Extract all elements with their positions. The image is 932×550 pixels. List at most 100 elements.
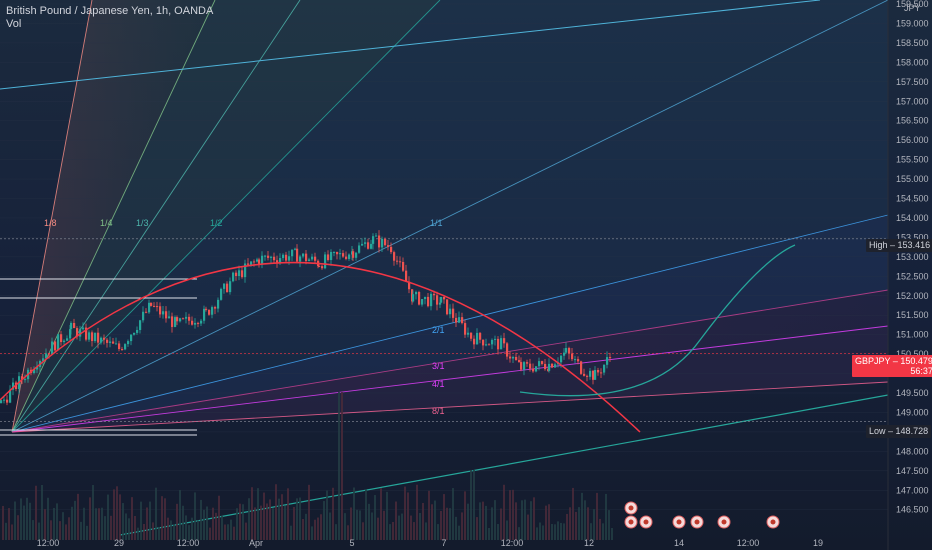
volume-bar bbox=[41, 484, 43, 540]
symbol-name: GBPJPY bbox=[855, 356, 891, 366]
candle-body bbox=[91, 332, 94, 342]
volume-bar bbox=[164, 498, 166, 540]
volume-bar bbox=[248, 498, 250, 540]
event-icon[interactable] bbox=[639, 515, 653, 529]
volume-bar bbox=[131, 497, 133, 540]
volume-bar bbox=[11, 524, 13, 540]
volume-bar bbox=[317, 517, 319, 540]
volume-bar bbox=[356, 509, 358, 540]
price-axis-tick: 154.500 bbox=[896, 194, 929, 204]
candle-body bbox=[370, 243, 373, 249]
candle-body bbox=[560, 355, 563, 363]
fan-ratio-label: 1/4 bbox=[100, 218, 113, 228]
event-icon-dot bbox=[721, 519, 727, 525]
candle-body bbox=[333, 251, 336, 253]
volume-bar bbox=[68, 517, 70, 540]
candle-body bbox=[203, 308, 206, 321]
candle-body bbox=[124, 344, 127, 350]
event-icon[interactable] bbox=[766, 515, 780, 529]
volume-bar bbox=[416, 484, 418, 540]
candle-body bbox=[9, 389, 12, 403]
volume-bar bbox=[152, 522, 154, 540]
event-icon[interactable] bbox=[624, 515, 638, 529]
volume-bar bbox=[98, 508, 100, 540]
candle-body bbox=[568, 348, 571, 354]
volume-bar bbox=[296, 498, 298, 540]
trend-line-upper bbox=[0, 0, 821, 90]
volume-bar bbox=[446, 507, 448, 540]
volume-bar bbox=[521, 500, 523, 540]
event-icon[interactable] bbox=[672, 515, 686, 529]
candle-body bbox=[355, 252, 358, 258]
bar-countdown: 56:37 bbox=[910, 366, 932, 376]
volume-bar bbox=[200, 499, 202, 540]
volume-bar bbox=[362, 522, 364, 540]
volume-bar bbox=[518, 527, 520, 540]
volume-bar bbox=[263, 492, 265, 540]
candle-body bbox=[467, 332, 470, 335]
time-axis-tick: 7 bbox=[441, 538, 446, 548]
gann-fan-line bbox=[11, 325, 889, 433]
volume-bar bbox=[230, 519, 232, 540]
candle-body bbox=[565, 348, 568, 353]
candle-body bbox=[399, 261, 402, 263]
volume-bar bbox=[569, 507, 571, 540]
volume-bar bbox=[431, 504, 433, 540]
volume-bar bbox=[359, 510, 361, 540]
volume-bar bbox=[218, 495, 220, 540]
time-axis-tick: 12:00 bbox=[37, 538, 60, 548]
candle-body bbox=[520, 362, 523, 370]
volume-bar bbox=[83, 507, 85, 540]
time-axis-tick: 12:00 bbox=[501, 538, 524, 548]
price-axis-tick: 152.000 bbox=[896, 291, 929, 301]
candle-body bbox=[439, 302, 442, 305]
volume-bar bbox=[146, 507, 148, 540]
volume-indicator-label[interactable]: Vol bbox=[6, 18, 22, 30]
candle-body bbox=[256, 259, 259, 262]
candle-body bbox=[500, 338, 503, 350]
candle-body bbox=[433, 293, 436, 296]
price-axis-tick: 149.000 bbox=[896, 407, 929, 417]
candle-body bbox=[523, 362, 526, 370]
volume-bar bbox=[275, 484, 277, 540]
candle-body bbox=[446, 299, 449, 315]
candle-body bbox=[372, 236, 375, 244]
candle-body bbox=[424, 296, 427, 300]
event-icon[interactable] bbox=[717, 515, 731, 529]
candle-body bbox=[299, 256, 302, 262]
volume-bar bbox=[584, 500, 586, 540]
volume-bar bbox=[224, 524, 226, 540]
candle-body bbox=[142, 311, 145, 321]
projection-curve bbox=[519, 244, 796, 397]
volume-bar bbox=[80, 521, 82, 540]
volume-bar bbox=[215, 512, 217, 540]
time-axis-tick: 12:00 bbox=[177, 538, 200, 548]
gann-fan-line bbox=[11, 381, 889, 433]
candle-body bbox=[214, 307, 217, 309]
price-axis-tick: 147.000 bbox=[896, 485, 929, 495]
volume-bar bbox=[548, 504, 550, 540]
event-icon[interactable] bbox=[624, 501, 638, 515]
volume-bar bbox=[455, 516, 457, 540]
price-axis-tick: 147.500 bbox=[896, 466, 929, 476]
volume-bar bbox=[122, 503, 124, 540]
candle-body bbox=[200, 320, 203, 324]
candle-body bbox=[314, 256, 317, 261]
volume-bar bbox=[575, 511, 577, 540]
volume-bar bbox=[503, 484, 505, 540]
volume-bar bbox=[158, 526, 160, 540]
candle-body bbox=[375, 235, 378, 237]
candle-body bbox=[427, 296, 430, 307]
volume-bar bbox=[284, 505, 286, 540]
volume-bar bbox=[101, 507, 103, 540]
volume-bar bbox=[428, 490, 430, 540]
symbol-title[interactable]: British Pound / Japanese Yen, 1h, OANDA bbox=[6, 5, 214, 17]
candle-body bbox=[436, 295, 439, 305]
time-axis-tick: Apr bbox=[249, 538, 263, 548]
volume-bar bbox=[422, 502, 424, 540]
volume-bar bbox=[449, 508, 451, 540]
candle-body bbox=[532, 368, 535, 372]
event-icon[interactable] bbox=[690, 515, 704, 529]
